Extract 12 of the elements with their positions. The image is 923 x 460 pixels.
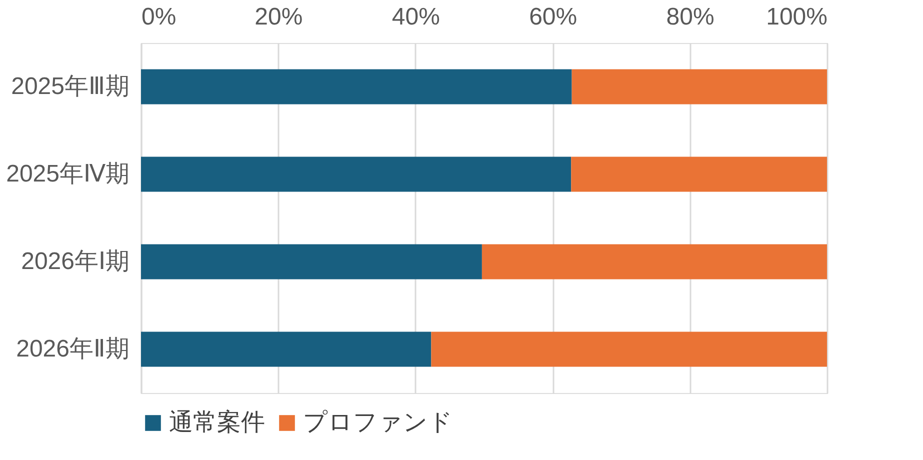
legend-label: プロファンド <box>303 409 453 436</box>
x-tick-label: 80% <box>666 4 714 30</box>
legend-label: 通常案件 <box>169 409 265 436</box>
x-tick-label: 0% <box>142 4 176 30</box>
x-tick-label: 20% <box>254 4 303 30</box>
y-tick-label: 2025年Ⅳ期 <box>6 160 130 188</box>
y-tick-label: 2026年Ⅱ期 <box>16 335 130 362</box>
x-tick-label: 100% <box>766 4 828 30</box>
y-tick-label: 2025年Ⅲ期 <box>11 72 130 100</box>
x-tick-label: 40% <box>392 4 440 30</box>
y-tick-label: 2026年Ⅰ期 <box>21 248 130 275</box>
x-tick-label: 60% <box>529 4 578 30</box>
